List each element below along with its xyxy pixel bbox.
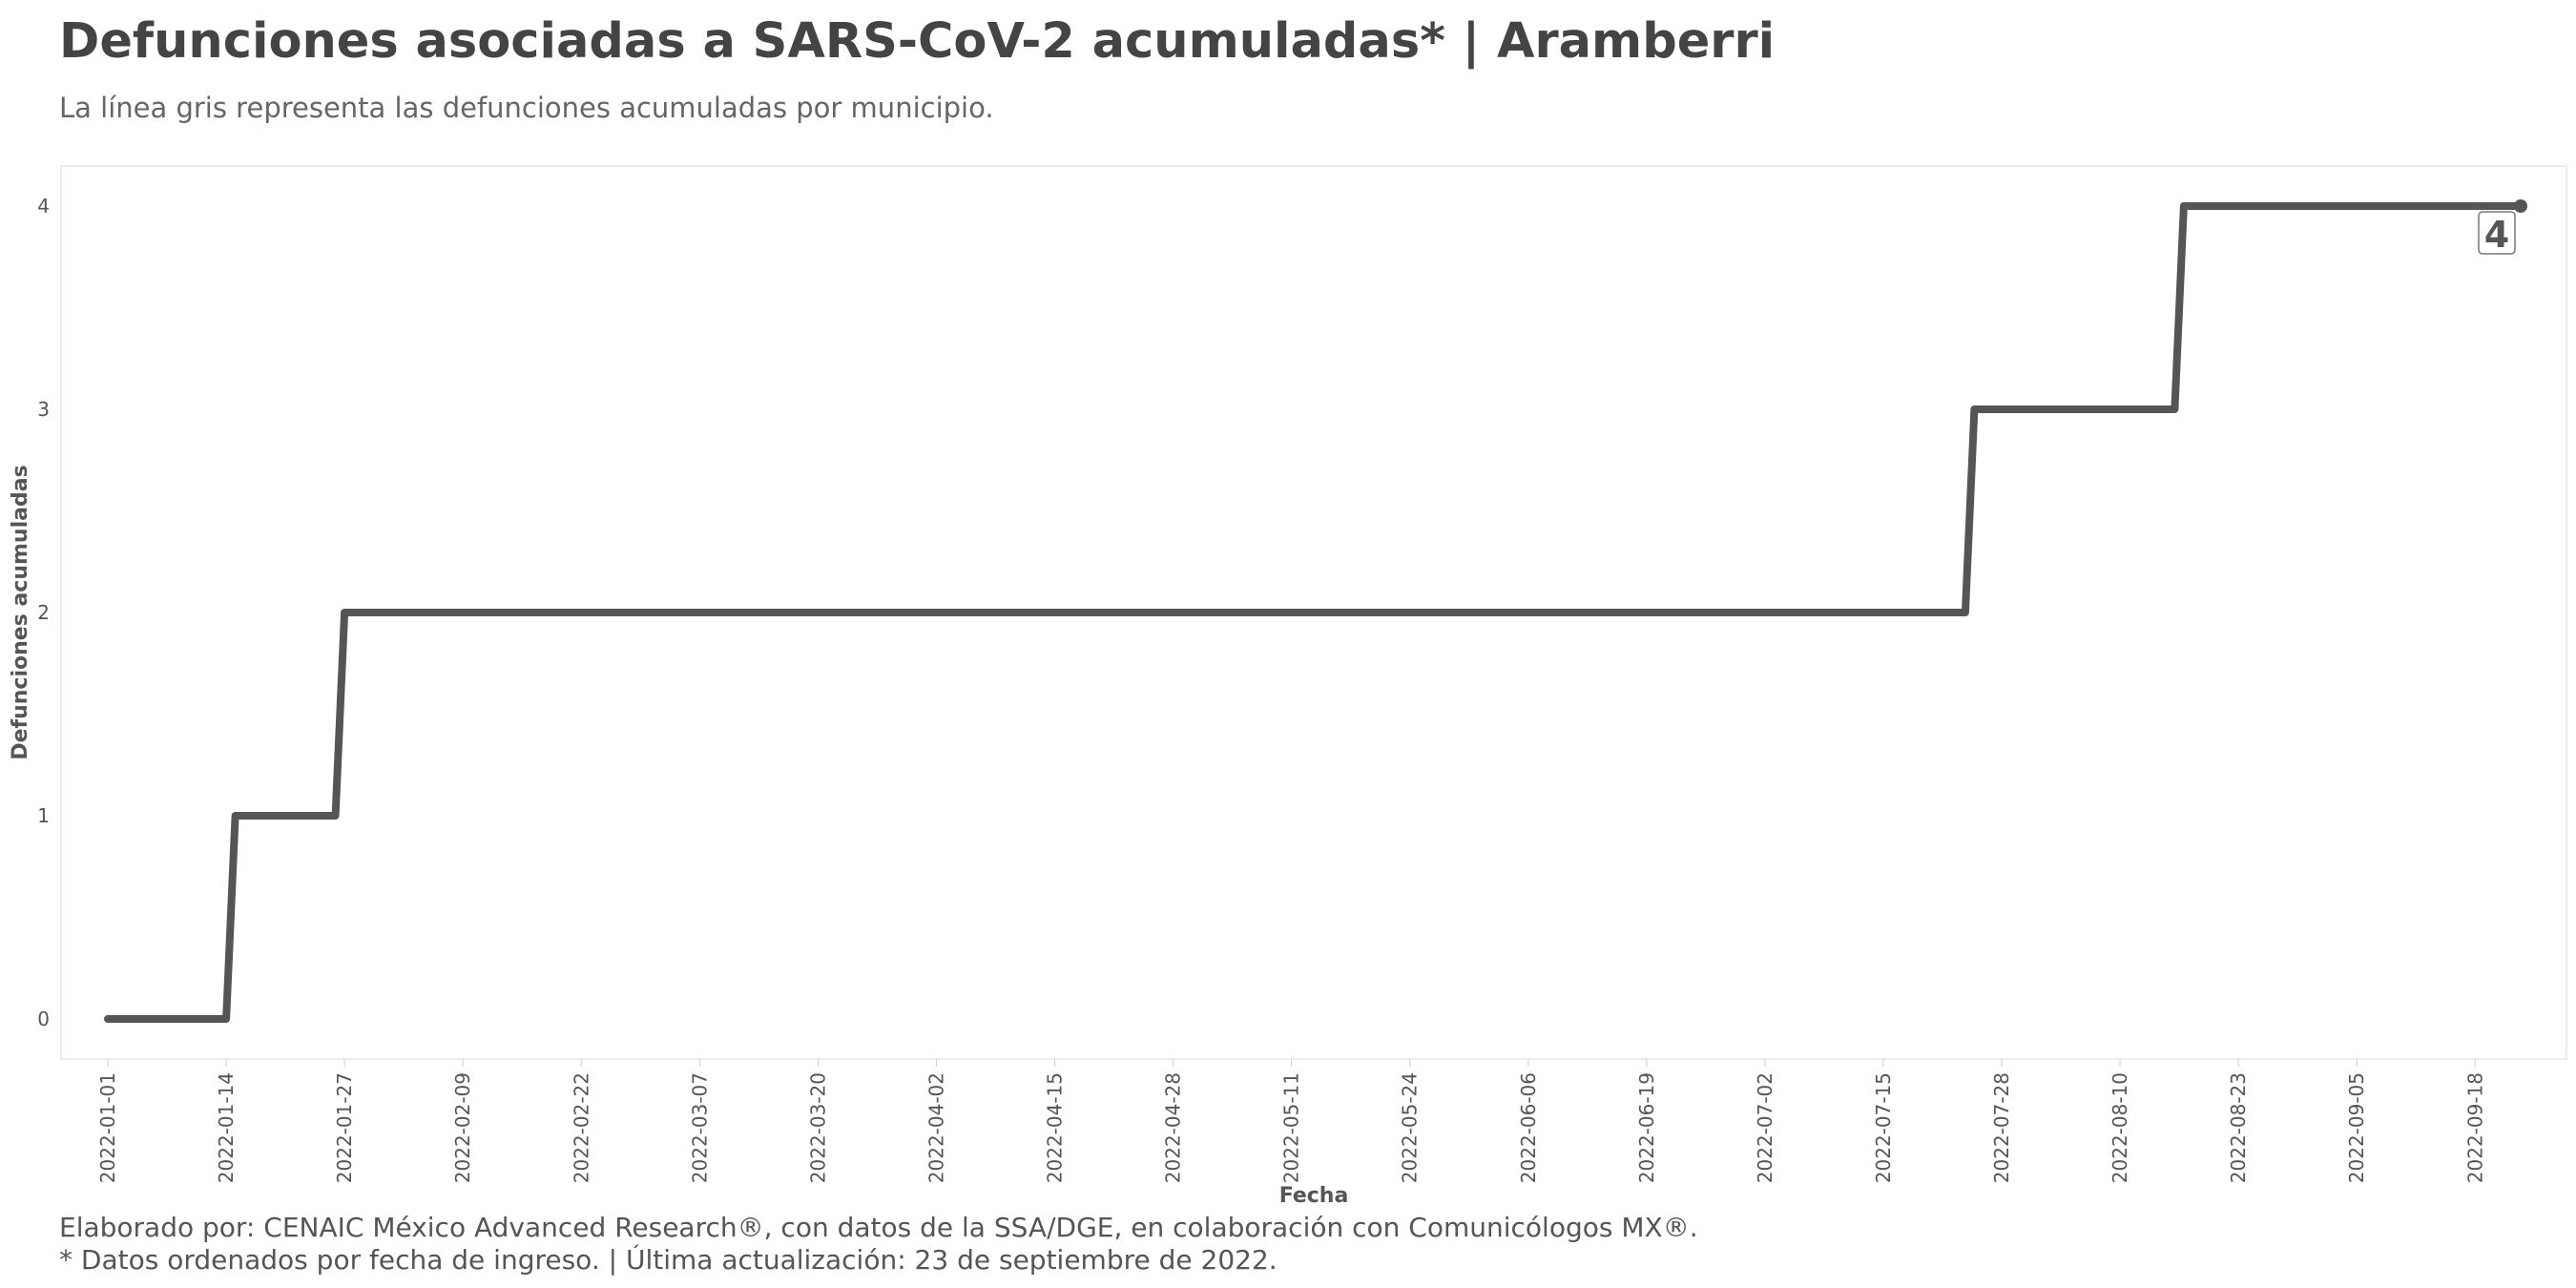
chart-subtitle: La línea gris representa las defunciones… <box>59 92 994 124</box>
x-tick-label: 2022-02-22 <box>570 1072 592 1183</box>
x-tick-label: 2022-06-19 <box>1635 1072 1658 1183</box>
y-axis-ticks: 0 1 2 3 4 <box>37 195 50 1030</box>
y-tick-label: 4 <box>37 195 50 218</box>
x-tick-label: 2022-09-05 <box>2345 1072 2368 1183</box>
y-tick-label: 2 <box>37 601 50 624</box>
x-tick-label: 2022-04-15 <box>1044 1072 1067 1183</box>
x-tick-label: 2022-07-15 <box>1872 1072 1895 1183</box>
x-tick-label: 2022-08-23 <box>2227 1072 2250 1183</box>
y-tick-label: 1 <box>37 804 50 827</box>
x-tick-label: 2022-07-02 <box>1754 1072 1776 1183</box>
credit-caption: Elaborado por: CENAIC México Advanced Re… <box>59 1212 1698 1243</box>
chart-title: Defunciones asociadas a SARS-CoV-2 acumu… <box>59 13 1776 70</box>
x-tick-label: 2022-06-06 <box>1517 1072 1540 1183</box>
end-label: 4 <box>2484 214 2509 256</box>
y-tick-label: 0 <box>37 1008 50 1030</box>
x-tick-label: 2022-01-14 <box>215 1072 238 1183</box>
x-tick-label: 2022-02-09 <box>451 1072 474 1183</box>
series-line <box>104 202 2524 1023</box>
x-axis-title: Fecha <box>1279 1184 1349 1208</box>
x-tick-label: 2022-04-02 <box>924 1072 947 1183</box>
y-tick-label: 3 <box>37 398 50 421</box>
x-tick-label: 2022-09-18 <box>2463 1072 2486 1183</box>
x-tick-label: 2022-08-10 <box>2109 1072 2131 1183</box>
x-tick-label: 2022-03-20 <box>806 1072 829 1183</box>
series-layer: 4 <box>104 199 2527 1023</box>
x-tick-label: 2022-01-01 <box>96 1072 119 1183</box>
y-axis-title: Defunciones acumuladas <box>9 465 32 759</box>
x-tick-label: 2022-05-11 <box>1280 1072 1303 1183</box>
x-tick-label: 2022-04-28 <box>1162 1072 1185 1183</box>
x-tick-label: 2022-07-28 <box>1990 1072 2013 1183</box>
x-tick-label: 2022-05-24 <box>1399 1072 1422 1183</box>
end-label-box <box>2478 211 2516 255</box>
x-tick-label: 2022-03-07 <box>688 1072 711 1183</box>
note-caption: * Datos ordenados por fecha de ingreso. … <box>59 1244 1278 1276</box>
x-tick-label: 2022-01-27 <box>333 1072 356 1183</box>
x-axis-ticks: 2022-01-01 2022-01-14 2022-01-27 2022-02-09… <box>96 1059 2486 1183</box>
end-point <box>2514 199 2527 213</box>
